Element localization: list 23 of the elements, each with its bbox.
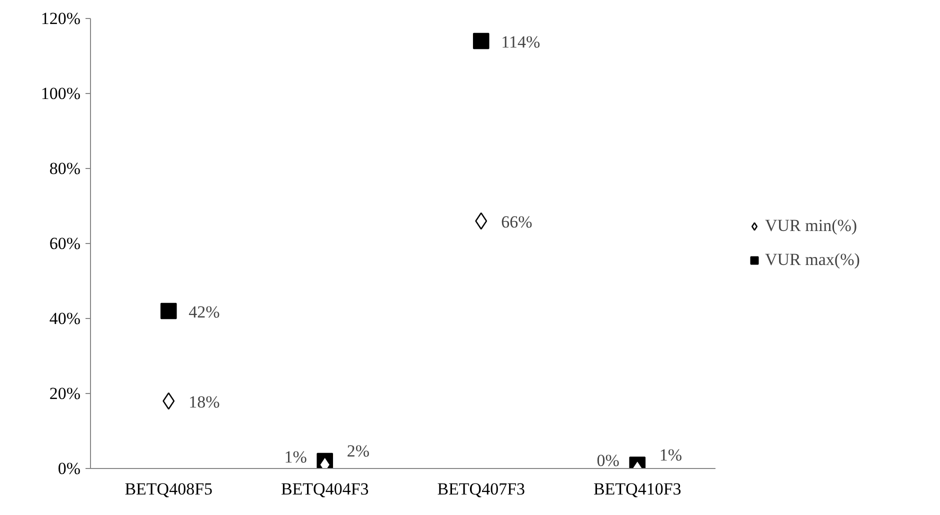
y-tick-label: 20% <box>49 384 81 403</box>
data-label: 1% <box>659 445 682 464</box>
y-tick-label: 0% <box>58 459 81 478</box>
y-tick-label: 100% <box>40 84 81 103</box>
data-label: 18% <box>188 392 220 412</box>
point <box>472 32 490 50</box>
data-label: 1% <box>284 447 307 466</box>
data-label: 66% <box>501 212 532 232</box>
y-tick-label: 40% <box>49 309 81 328</box>
x-tick-label: BETQ407F3 <box>437 480 526 498</box>
y-tick-label: 120% <box>40 9 81 28</box>
y-tick-label: 60% <box>49 234 81 253</box>
data-label: 114% <box>501 32 540 52</box>
y-tick-label: 80% <box>49 159 81 178</box>
x-tick-label: BETQ408F5 <box>124 480 213 498</box>
data-label: 0% <box>596 451 620 470</box>
data-label: 2% <box>346 442 370 460</box>
point <box>160 302 177 320</box>
x-tick-label: BETQ410F3 <box>593 480 682 498</box>
legend-label: VUR max(%) <box>765 250 860 270</box>
x-tick-label: BETQ404F3 <box>280 480 369 498</box>
legend-label: VUR min(%) <box>765 216 858 236</box>
data-label: 42% <box>188 302 220 322</box>
